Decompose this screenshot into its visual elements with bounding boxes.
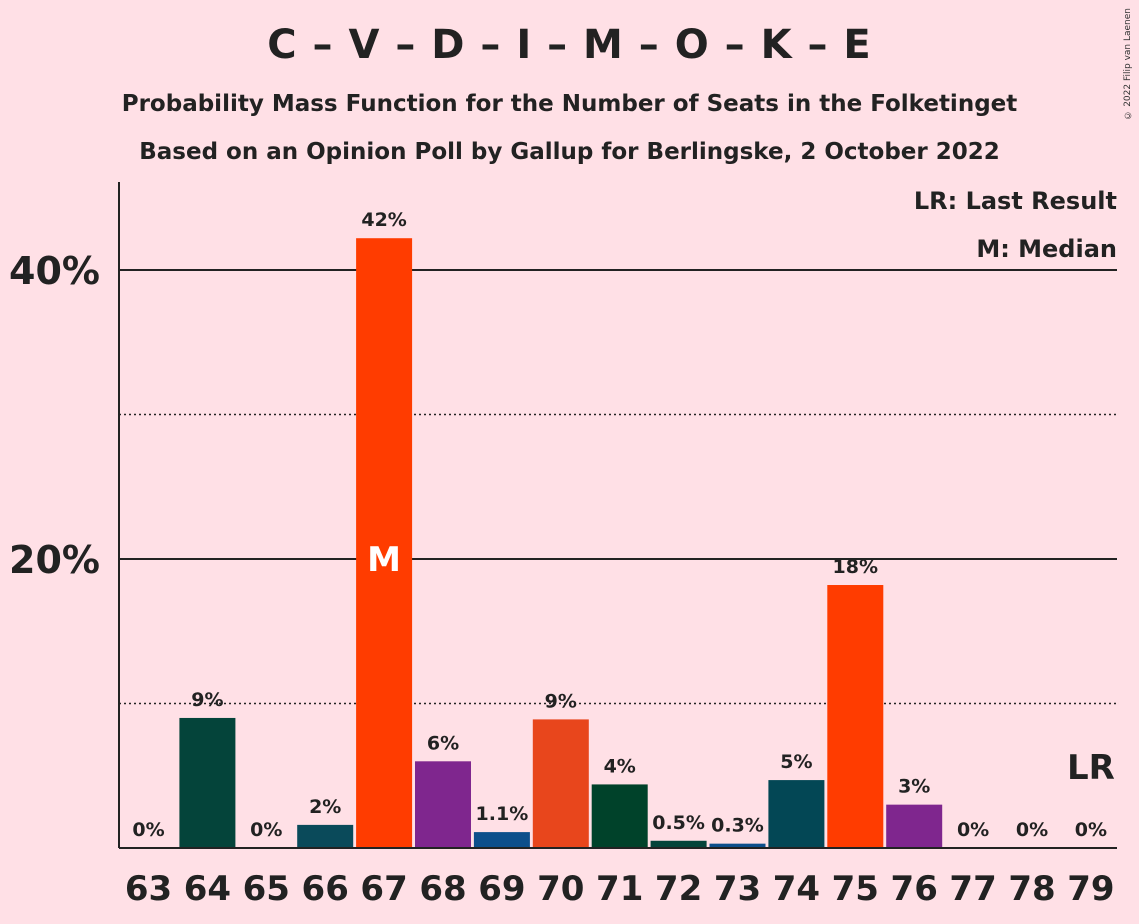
x-tick-label-78: 78 [1008,869,1055,909]
chart-title: C – V – D – I – M – O – K – E [267,22,872,68]
bar-71 [591,784,648,848]
value-label-64: 9% [191,689,223,711]
x-tick-label-72: 72 [655,869,702,909]
chart-subtitle: Probability Mass Function for the Number… [121,91,1018,117]
last-result-marker: LR [1067,748,1115,788]
x-tick-label-76: 76 [891,869,938,909]
y-tick-label: 20% [9,538,100,582]
bar-67 [356,238,413,848]
value-label-71: 4% [604,755,636,777]
value-label-68: 6% [427,732,459,754]
x-axis-ticks: 63 64 65 66 67 68 69 70 71 72 73 74 75 76 77 78 79 [125,869,1115,909]
value-label-76: 3% [898,776,930,798]
grid-lines [119,269,1117,705]
value-label-77: 0% [957,819,989,841]
x-tick-label-74: 74 [773,869,820,909]
value-label-67: 42% [361,209,406,231]
value-label-74: 5% [780,751,812,773]
bar-69 [473,832,530,848]
bar-73 [709,843,766,848]
x-tick-label-70: 70 [537,869,584,909]
x-tick-label-65: 65 [243,869,290,909]
y-axis-ticks: 20% 40% [9,249,100,582]
x-tick-label-69: 69 [478,869,525,909]
value-label-63: 0% [132,819,164,841]
value-label-66: 2% [309,796,341,818]
bar-64 [179,717,236,848]
bars [179,238,943,848]
bar-66 [297,824,354,848]
bar-75 [827,585,884,848]
value-label-79: 0% [1075,819,1107,841]
value-label-70: 9% [545,690,577,712]
x-tick-label-77: 77 [949,869,996,909]
x-tick-label-75: 75 [832,869,879,909]
value-label-72: 0.5% [652,812,705,834]
x-tick-label-66: 66 [302,869,349,909]
value-labels: 0% 9% 0% 2% 42% M 6% 1.1% 9% 4% 0.5% 0.3% 5% 18% 3% 0% 0… [132,209,1114,841]
x-tick-label-73: 73 [714,869,761,909]
bar-74 [768,780,825,848]
value-label-69: 1.1% [476,803,529,825]
value-label-65: 0% [250,819,282,841]
x-tick-label-79: 79 [1067,869,1114,909]
y-tick-label: 40% [9,249,100,293]
value-label-75: 18% [833,556,878,578]
legend-median: M: Median [976,235,1117,263]
bar-70 [532,719,589,848]
value-label-78: 0% [1016,819,1048,841]
bar-76 [886,804,943,848]
x-tick-label-68: 68 [419,869,466,909]
x-tick-label-64: 64 [184,869,231,909]
legend-last-result: LR: Last Result [914,187,1117,215]
bar-68 [415,761,471,848]
x-tick-label-67: 67 [360,869,407,909]
bar-72 [650,840,707,848]
value-label-73: 0.3% [711,815,764,837]
median-marker: M [367,540,401,580]
x-tick-label-63: 63 [125,869,172,909]
chart-source: Based on an Opinion Poll by Gallup for B… [139,139,1000,165]
x-tick-label-71: 71 [596,869,643,909]
